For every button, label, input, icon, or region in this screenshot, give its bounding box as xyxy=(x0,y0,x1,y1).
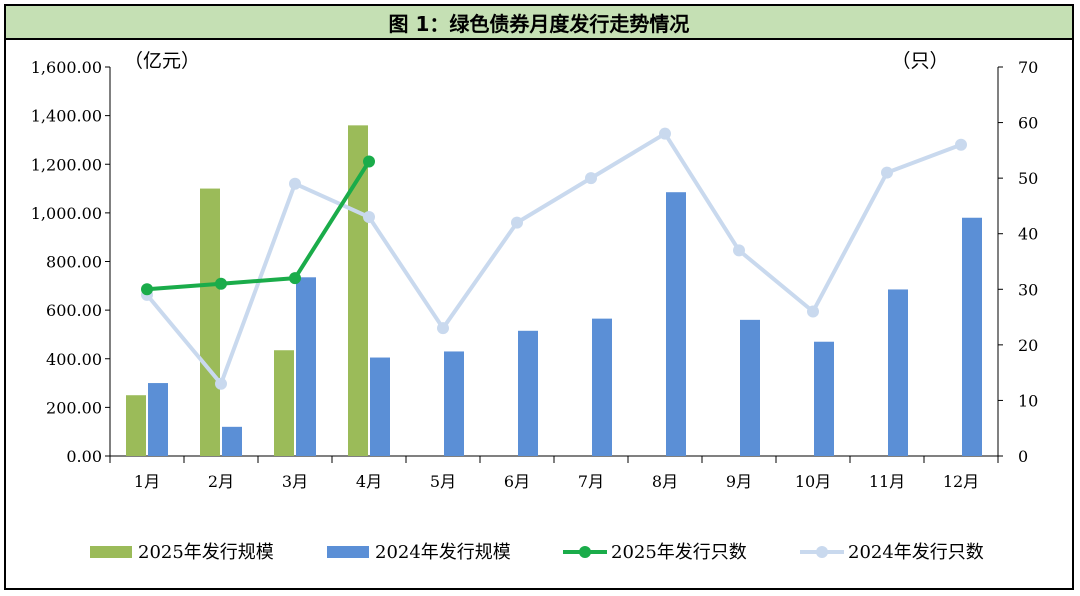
series-point xyxy=(363,211,375,224)
y-left-tick-label: 0.00 xyxy=(66,447,102,466)
y-right-tick-label: 60 xyxy=(1018,114,1038,133)
series-point xyxy=(141,283,153,296)
x-tick-label: 11月 xyxy=(869,472,905,491)
bar xyxy=(348,125,368,456)
y-left-tick-label: 800.00 xyxy=(46,253,102,272)
series-point xyxy=(437,322,449,335)
y-right-tick-label: 50 xyxy=(1018,169,1038,188)
series-point xyxy=(881,166,893,179)
y-left-tick-label: 1,000.00 xyxy=(31,204,102,223)
series-point xyxy=(733,244,745,257)
bar xyxy=(444,351,464,456)
y-left-tick-label: 1,400.00 xyxy=(31,107,102,126)
series-point xyxy=(511,216,523,229)
bar xyxy=(962,217,982,456)
series-point xyxy=(807,305,819,318)
x-tick-label: 10月 xyxy=(795,472,831,491)
series-line xyxy=(145,131,962,386)
legend-swatch xyxy=(90,546,132,558)
legend-label: 2024年发行规模 xyxy=(375,542,511,563)
y-left-tick-label: 1,200.00 xyxy=(31,155,102,174)
bar xyxy=(888,289,908,456)
bar xyxy=(126,395,146,456)
y-right-tick-label: 70 xyxy=(1018,58,1038,77)
series-point xyxy=(289,272,301,285)
lines xyxy=(141,127,967,390)
y-right-tick-label: 10 xyxy=(1018,391,1038,410)
y-right-tick-label: 0 xyxy=(1018,447,1028,466)
series-point xyxy=(955,138,967,151)
y-left-unit-label: （亿元） xyxy=(124,50,200,72)
series-point xyxy=(215,277,227,290)
x-tick-label: 7月 xyxy=(578,472,604,491)
x-tick-label: 1月 xyxy=(134,472,160,491)
x-tick-label: 9月 xyxy=(726,472,752,491)
series-point xyxy=(585,172,597,185)
y-left-tick-label: 200.00 xyxy=(46,398,102,417)
legend: 2025年发行规模 2024年发行规模 2025年发行只数 2024年发行只数 xyxy=(90,542,984,563)
x-tick-label: 12月 xyxy=(943,472,979,491)
x-tick-label: 3月 xyxy=(282,472,308,491)
series-point xyxy=(289,177,301,190)
bar xyxy=(666,192,686,456)
x-tick-label: 5月 xyxy=(430,472,456,491)
legend-swatch xyxy=(327,546,369,558)
series-point xyxy=(659,127,671,140)
chart-title: 图 1：绿色债券月度发行走势情况 xyxy=(388,11,690,36)
bar xyxy=(814,341,834,456)
y-left-tick-label: 400.00 xyxy=(46,350,102,369)
bar xyxy=(370,357,390,456)
axes: 0.00 200.00 400.00 600.00 800.00 1,000.00 1,20… xyxy=(31,50,1039,491)
y-right-tick-label: 40 xyxy=(1018,225,1038,244)
bar xyxy=(148,383,168,456)
series-point xyxy=(363,155,375,168)
bar xyxy=(740,319,760,456)
bar xyxy=(592,318,612,456)
chart-title-bar: 图 1：绿色债券月度发行走势情况 xyxy=(6,6,1072,40)
bar xyxy=(200,188,220,456)
y-right-unit-label: （只） xyxy=(891,50,948,72)
bar xyxy=(296,277,316,456)
x-tick-label: 6月 xyxy=(504,472,530,491)
x-tick-label: 4月 xyxy=(356,472,382,491)
bars xyxy=(126,125,982,456)
series-point xyxy=(215,377,227,390)
x-tick-label: 8月 xyxy=(652,472,678,491)
y-left-tick-label: 600.00 xyxy=(46,301,102,320)
y-right-tick-label: 30 xyxy=(1018,280,1038,299)
x-tick-label: 2月 xyxy=(208,472,234,491)
bar xyxy=(222,426,242,456)
legend-swatch-marker xyxy=(579,546,591,558)
y-left-tick-label: 1,600.00 xyxy=(31,58,102,77)
legend-label: 2025年发行规模 xyxy=(138,542,274,563)
bar xyxy=(518,330,538,456)
y-right-tick-label: 20 xyxy=(1018,336,1038,355)
legend-label: 2024年发行只数 xyxy=(848,542,984,563)
series-line xyxy=(146,160,371,292)
legend-swatch-marker xyxy=(816,546,828,558)
legend-label: 2025年发行只数 xyxy=(611,542,747,563)
bar xyxy=(274,350,294,456)
